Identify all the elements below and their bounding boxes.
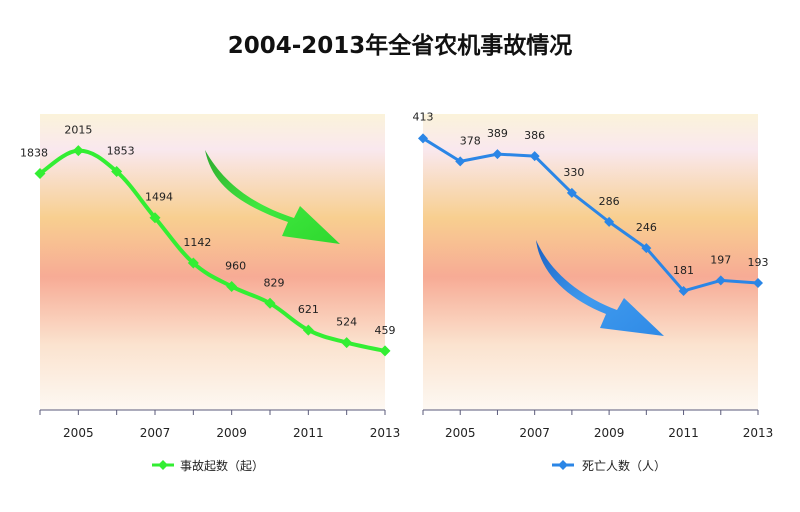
data-label: 524	[336, 316, 357, 329]
x-axis: 2005 2007 2009 2011 2013	[423, 410, 773, 440]
data-label: 378	[460, 134, 481, 147]
x-tick-label: 2007	[519, 426, 550, 440]
data-label: 413	[413, 110, 434, 123]
x-tick-label: 2007	[140, 426, 171, 440]
legend-marker	[158, 460, 168, 470]
data-label: 1142	[183, 236, 211, 249]
x-tick-label: 2009	[594, 426, 625, 440]
data-label: 1494	[145, 191, 173, 204]
data-label: 960	[225, 259, 246, 272]
legend-marker	[558, 460, 568, 470]
x-tick-label: 2013	[743, 426, 774, 440]
data-label: 246	[636, 221, 657, 234]
legend-label: 事故起数（起）	[180, 458, 264, 473]
x-tick-label: 2011	[668, 426, 699, 440]
data-label: 2015	[64, 124, 92, 137]
data-label: 829	[264, 276, 285, 289]
data-label: 459	[375, 324, 396, 337]
data-label: 286	[599, 195, 620, 208]
legend: 事故起数（起）	[152, 458, 264, 473]
chart-death-count: 2005 2007 2009 2011 2013 413 378 389 386 330 286 2…	[413, 110, 774, 473]
legend: 死亡人数（人）	[552, 458, 666, 473]
charts-canvas: 2005 2007 2009 2011 2013 1838 2015 1853 1494 114…	[0, 0, 800, 512]
data-label: 193	[748, 256, 769, 269]
data-label: 1853	[107, 145, 135, 158]
data-label: 330	[563, 166, 584, 179]
data-label: 621	[298, 303, 319, 316]
x-tick-label: 2005	[445, 426, 476, 440]
x-tick-label: 2013	[370, 426, 401, 440]
x-tick-label: 2005	[63, 426, 94, 440]
data-label: 386	[524, 129, 545, 142]
data-label: 181	[673, 264, 694, 277]
x-axis: 2005 2007 2009 2011 2013	[40, 410, 400, 440]
legend-label: 死亡人数（人）	[582, 458, 666, 473]
data-label: 197	[710, 253, 731, 266]
data-label: 1838	[20, 146, 48, 159]
data-label: 389	[487, 127, 508, 140]
x-tick-label: 2011	[293, 426, 324, 440]
chart-accident-count: 2005 2007 2009 2011 2013 1838 2015 1853 1494 114…	[20, 114, 400, 473]
x-tick-label: 2009	[216, 426, 247, 440]
plot-background	[40, 114, 385, 410]
